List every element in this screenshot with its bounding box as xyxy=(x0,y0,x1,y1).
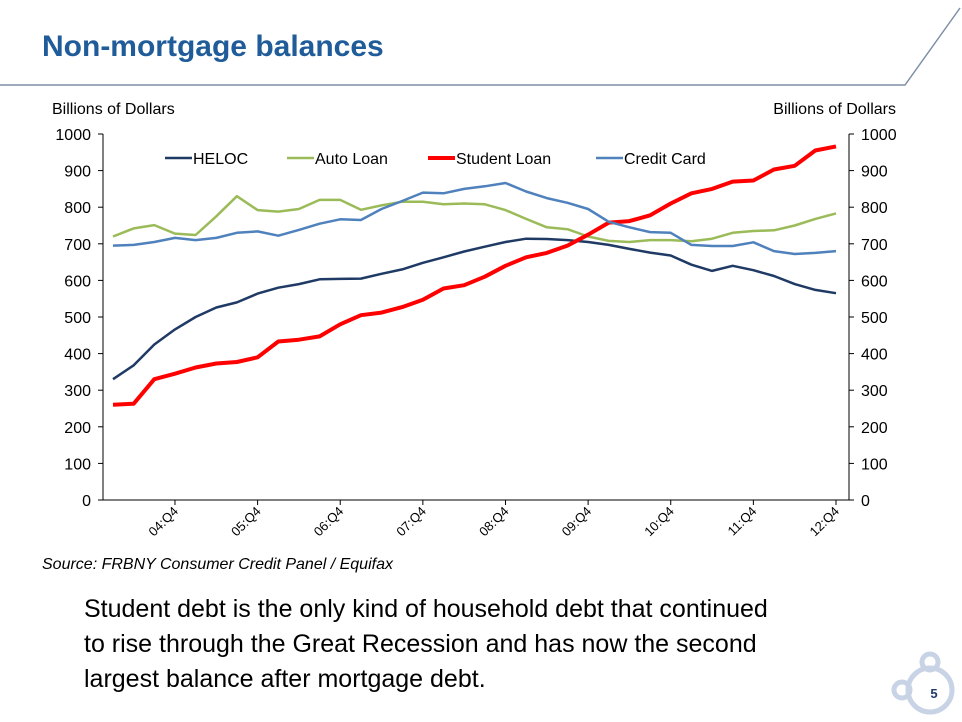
header-rule xyxy=(0,7,961,86)
y2-tick-label: 300 xyxy=(861,383,888,400)
series-line xyxy=(112,181,837,256)
body-line: largest balance after mortgage debt. xyxy=(84,665,486,693)
y2-tick-label: 0 xyxy=(861,493,870,510)
legend-label: Student Loan xyxy=(456,151,551,168)
y-axis-label: Billions of Dollars xyxy=(52,101,175,118)
y-tick-label: 1000 xyxy=(55,127,91,144)
legend-label: Credit Card xyxy=(624,151,706,168)
slide-title: Non-mortgage balances xyxy=(42,30,384,63)
y2-axis-label: Billions of Dollars xyxy=(773,101,896,118)
series-line xyxy=(112,194,837,244)
y-tick-label: 600 xyxy=(64,273,91,290)
series-line xyxy=(112,144,837,407)
y2-tick-label: 200 xyxy=(861,420,888,437)
legend-label: Auto Loan xyxy=(315,151,388,168)
body-line: Student debt is the only kind of househo… xyxy=(84,595,768,623)
legend-label: HELOC xyxy=(193,151,248,168)
y-tick-label: 500 xyxy=(64,310,91,327)
y2-tick-label: 600 xyxy=(861,273,888,290)
y2-tick-label: 400 xyxy=(861,347,888,364)
y-tick-label: 100 xyxy=(64,456,91,473)
y2-tick-label: 900 xyxy=(861,164,888,181)
source: Source: FRBNY Consumer Credit Panel / Eq… xyxy=(42,556,394,573)
y2-tick-label: 100 xyxy=(861,456,888,473)
y-tick-label: 800 xyxy=(64,200,91,217)
y2-tick-label: 500 xyxy=(861,310,888,327)
y-tick-label: 400 xyxy=(64,347,91,364)
logo xyxy=(891,651,955,715)
y2-tick-label: 700 xyxy=(861,237,888,254)
page-number: 5 xyxy=(930,686,937,701)
y-tick-label: 200 xyxy=(64,420,91,437)
y-tick-label: 700 xyxy=(64,237,91,254)
series-line xyxy=(112,237,837,381)
body-line: to rise through the Great Recession and … xyxy=(84,630,757,658)
y-tick-label: 900 xyxy=(64,164,91,181)
y-tick-label: 0 xyxy=(82,493,91,510)
y-tick-label: 300 xyxy=(64,383,91,400)
y2-tick-label: 1000 xyxy=(861,127,897,144)
y2-tick-label: 800 xyxy=(861,200,888,217)
